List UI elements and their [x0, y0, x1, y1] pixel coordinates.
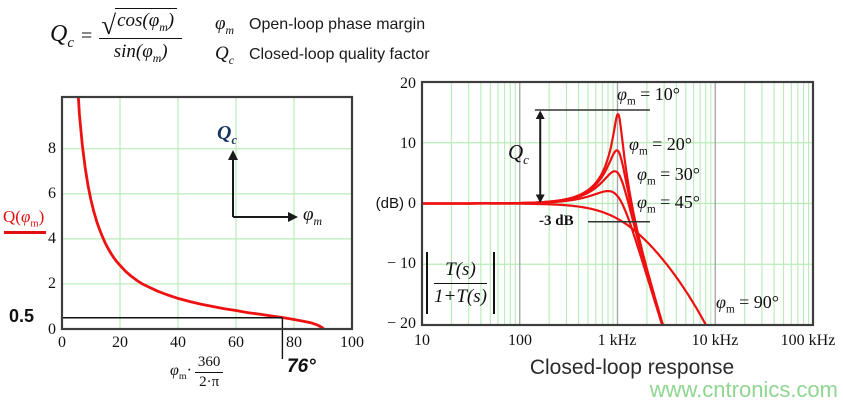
- series-label-pm90: φm = 90°: [716, 292, 780, 316]
- transfer-numerator: T(s): [434, 259, 487, 284]
- qc-peaking-label: Qc: [508, 140, 529, 168]
- closed-loop-transfer-function: T(s) 1+T(s): [426, 252, 495, 314]
- y-tick: 0: [48, 321, 56, 338]
- inset-qc-axis-label: Qc: [217, 122, 237, 147]
- equals-sign: =: [80, 25, 93, 48]
- y-tick: 8: [48, 140, 56, 157]
- abs-bar-right: [492, 252, 495, 314]
- x-tick: 100: [340, 334, 364, 351]
- phi-m-symbol: φm: [215, 13, 235, 37]
- qc-formula: Qc = √ cos(φm) sin(φm): [50, 8, 183, 66]
- y-tick: 6: [48, 185, 56, 202]
- x-tick: 100: [508, 332, 532, 349]
- x-tick: 1 kHz: [597, 332, 637, 349]
- series-label-pm20: φm = 20°: [629, 134, 693, 158]
- x-tick: 40: [170, 334, 186, 351]
- abs-bar-left: [426, 252, 428, 314]
- y-tick: 10: [400, 135, 416, 152]
- formula-denominator: sin(φm): [113, 40, 168, 65]
- db-unit-label: (dB): [375, 195, 404, 212]
- inset-phim-axis-label: φm: [303, 204, 323, 228]
- left-curve-legend: Q(φm): [3, 207, 45, 230]
- radical-sign: √: [101, 9, 117, 40]
- y-tick: 20: [400, 75, 416, 92]
- quality-factor-description: Closed-loop quality factor: [249, 46, 430, 64]
- left-x-axis-label: φm· 360 2·π: [170, 354, 224, 391]
- series-label-pm30: φm = 30°: [637, 164, 701, 188]
- y-tick: − 10: [386, 255, 416, 272]
- transfer-fraction: T(s) 1+T(s): [428, 259, 493, 308]
- x-tick: 20: [112, 334, 128, 351]
- definition-phase-margin: φm Open-loop phase margin: [215, 13, 425, 38]
- legend-line-sample: [4, 231, 46, 234]
- x-tick: 80: [286, 334, 302, 351]
- series-label-pm10: φm = 10°: [617, 84, 681, 108]
- threshold-value-label: 0.5: [9, 306, 35, 326]
- formula-lhs: Qc: [50, 21, 74, 52]
- watermark: www.cntronics.com: [649, 377, 838, 402]
- x-tick: 0: [58, 334, 66, 351]
- minus-3db-label: -3 dB: [539, 213, 574, 229]
- y-tick: 2: [48, 275, 56, 292]
- x-tick: 60: [228, 334, 244, 351]
- y-tick: 4: [48, 230, 56, 247]
- formula-numerator: √ cos(φm): [99, 8, 183, 40]
- radical-argument: cos(φm): [115, 8, 178, 35]
- x-tick: 10 kHz: [691, 332, 739, 349]
- definition-quality-factor: Qc Closed-loop quality factor: [215, 43, 430, 68]
- formula-fraction: √ cos(φm) sin(φm): [99, 8, 183, 66]
- series-label-pm45: φm = 45°: [637, 192, 701, 216]
- phase-margin-description: Open-loop phase margin: [249, 16, 426, 34]
- right-chart-title: Closed-loop response: [529, 356, 735, 379]
- y-tick-zero-db: (dB) 0: [375, 195, 416, 212]
- transfer-denominator: 1+T(s): [434, 285, 487, 307]
- qc-symbol: Qc: [215, 43, 234, 67]
- x-tick: 10: [414, 332, 430, 349]
- x-tick: 100 kHz: [780, 332, 836, 349]
- angle-readout-label: 76°: [287, 356, 316, 377]
- y-tick: − 20: [386, 315, 416, 332]
